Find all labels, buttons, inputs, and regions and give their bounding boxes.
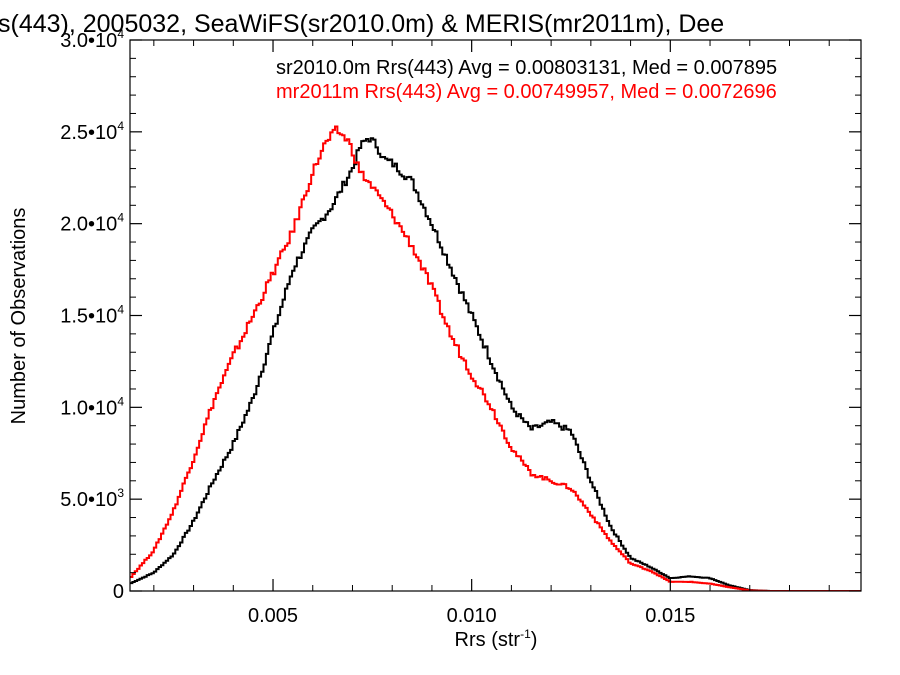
y-tick-label-base: 2.5•10 [60,122,117,144]
y-tick-label: 3.0•104 [60,27,124,52]
series-layer [130,125,861,591]
y-tick-label-exponent: 4 [117,394,124,408]
y-tick-label-exponent: 4 [117,119,124,133]
x-axis-label-main: Rrs (str [455,629,521,651]
y-tick-label: 1.0•104 [60,394,124,419]
y-tick-label-exponent: 3 [117,486,124,500]
plot-frame [129,39,862,592]
y-tick-label: 0 [113,581,124,603]
y-tick-label-base: 1.0•10 [60,397,117,419]
y-tick-label-exponent: 4 [117,211,124,225]
y-tick-label-base: 3.0•10 [60,30,117,52]
y-tick-label-base: 5.0•10 [60,489,117,511]
y-tick-label-base: 1.5•10 [60,306,117,328]
x-axis-label-close: ) [531,629,538,651]
legend-entry-mr2011: mr2011m Rrs(443) Avg = 0.00749957, Med =… [276,81,777,103]
series-line-sr2010.0m [130,137,861,591]
y-tick-label-exponent: 4 [117,303,124,317]
x-tick-label: 0.015 [645,605,695,627]
y-axis: 05.0•1031.0•1041.5•1042.0•1042.5•1043.0•… [60,27,861,603]
x-tick-label: 0.010 [447,605,497,627]
y-tick-label: 5.0•103 [60,486,124,511]
y-tick-label-exponent: 4 [117,27,124,41]
y-tick-label: 2.0•104 [60,211,124,236]
y-tick-label: 1.5•104 [60,303,124,328]
x-axis-label: Rrs (str-1) [455,627,538,651]
series-line-mr2011m [130,125,861,591]
x-axis-label-sup: -1 [520,627,531,641]
y-tick-label-base: 2.0•10 [60,214,117,236]
y-tick-label-base: 0 [113,581,124,603]
legend-entry-sr2010: sr2010.0m Rrs(443) Avg = 0.00803131, Med… [276,57,777,79]
y-axis-label: Number of Observations [8,208,30,425]
chart-title: s(443), 2005032, SeaWiFS(sr2010.0m) & ME… [0,10,724,38]
y-tick-label: 2.5•104 [60,119,124,144]
x-axis: 0.005 0.010 0.015 [153,40,830,627]
x-tick-label: 0.005 [248,605,298,627]
